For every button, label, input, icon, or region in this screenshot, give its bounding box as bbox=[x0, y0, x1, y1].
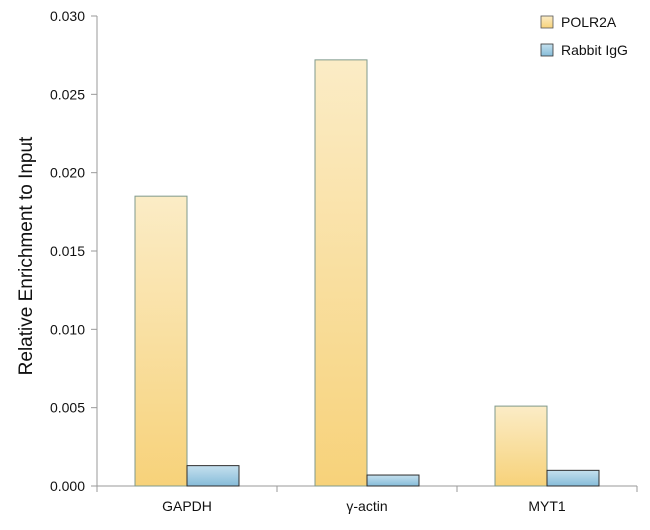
y-tick-label: 0.000 bbox=[50, 478, 85, 494]
legend-swatch-rabbit-igg bbox=[540, 43, 554, 57]
y-axis-title: Relative Enrichment to Input bbox=[16, 136, 37, 375]
x-tick-label: MYT1 bbox=[528, 498, 566, 514]
bar-rabbit-igg bbox=[546, 469, 600, 487]
bar-rabbit-igg bbox=[366, 474, 420, 487]
y-tick-label: 0.020 bbox=[50, 165, 85, 181]
legend-label-rabbit-igg: Rabbit IgG bbox=[561, 42, 628, 58]
y-tick-label: 0.010 bbox=[50, 321, 85, 337]
y-tick-label: 0.015 bbox=[50, 243, 85, 259]
tick-labels: 0.000 0.005 0.010 0.015 0.020 0.025 0.030 GAPDH… bbox=[50, 8, 566, 514]
x-tick-label: γ-actin bbox=[346, 498, 387, 514]
y-tick-label: 0.030 bbox=[50, 8, 85, 24]
bar-polr2a bbox=[494, 405, 548, 487]
bars bbox=[134, 59, 600, 487]
legend-swatch-polr2a bbox=[540, 15, 554, 29]
y-tick-label: 0.005 bbox=[50, 400, 85, 416]
bar-polr2a bbox=[134, 195, 188, 487]
legend-label-polr2a: POLR2A bbox=[561, 14, 617, 30]
bar-rabbit-igg bbox=[186, 465, 240, 487]
legend: POLR2A Rabbit IgG bbox=[540, 14, 628, 58]
x-tick-label: GAPDH bbox=[162, 498, 212, 514]
y-tick-label: 0.025 bbox=[50, 86, 85, 102]
bar-polr2a bbox=[314, 59, 368, 487]
